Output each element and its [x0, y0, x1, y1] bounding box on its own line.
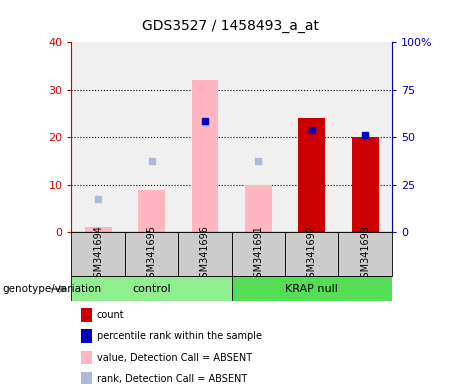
FancyBboxPatch shape	[231, 276, 392, 301]
Text: count: count	[97, 310, 124, 320]
Text: GSM341695: GSM341695	[147, 225, 157, 284]
Text: GDS3527 / 1458493_a_at: GDS3527 / 1458493_a_at	[142, 19, 319, 33]
Text: rank, Detection Call = ABSENT: rank, Detection Call = ABSENT	[97, 374, 247, 384]
FancyBboxPatch shape	[285, 232, 338, 276]
FancyBboxPatch shape	[338, 232, 392, 276]
FancyBboxPatch shape	[125, 232, 178, 276]
FancyBboxPatch shape	[71, 232, 125, 276]
Text: genotype/variation: genotype/variation	[2, 284, 101, 294]
FancyBboxPatch shape	[178, 232, 231, 276]
Bar	[192, 80, 219, 232]
Bar	[245, 185, 272, 232]
Text: value, Detection Call = ABSENT: value, Detection Call = ABSENT	[97, 353, 252, 362]
Text: KRAP null: KRAP null	[285, 284, 338, 294]
Text: GSM341693: GSM341693	[360, 225, 370, 284]
FancyBboxPatch shape	[231, 232, 285, 276]
Text: GSM341696: GSM341696	[200, 225, 210, 284]
Bar	[352, 137, 378, 232]
FancyBboxPatch shape	[71, 276, 231, 301]
Text: GSM341692: GSM341692	[307, 225, 317, 284]
Text: GSM341691: GSM341691	[254, 225, 263, 284]
Bar	[298, 118, 325, 232]
Bar	[85, 227, 112, 232]
Text: control: control	[132, 284, 171, 294]
Bar	[138, 190, 165, 232]
Text: GSM341694: GSM341694	[93, 225, 103, 284]
Text: percentile rank within the sample: percentile rank within the sample	[97, 331, 262, 341]
